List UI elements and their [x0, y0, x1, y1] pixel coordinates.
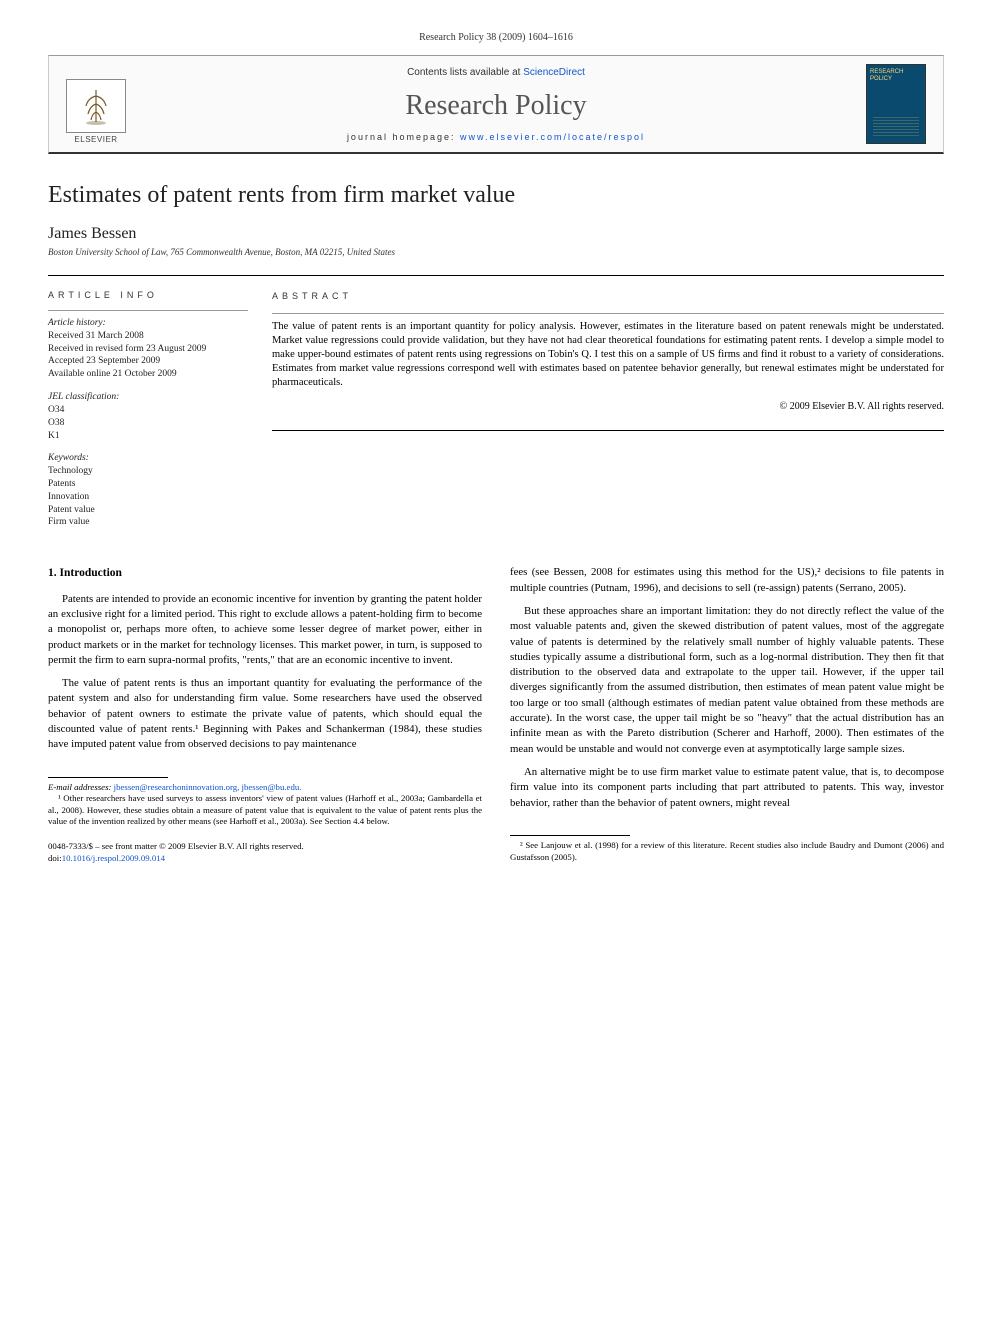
- body-paragraph: Patents are intended to provide an econo…: [48, 592, 482, 669]
- running-header: Research Policy 38 (2009) 1604–1616: [48, 32, 944, 43]
- body-paragraph: fees (see Bessen, 2008 for estimates usi…: [510, 565, 944, 596]
- elsevier-tree-icon: [66, 79, 126, 133]
- body-paragraph: The value of patent rents is thus an imp…: [48, 676, 482, 753]
- abstract-heading: ABSTRACT: [272, 290, 944, 303]
- footnote-rule: [48, 777, 168, 778]
- keyword: Firm value: [48, 516, 248, 529]
- keywords-label: Keywords:: [48, 452, 248, 465]
- article-title: Estimates of patent rents from firm mark…: [48, 182, 944, 209]
- author-name: James Bessen: [48, 225, 944, 243]
- front-matter-block: 0048-7333/$ – see front matter © 2009 El…: [48, 841, 482, 864]
- homepage-label: journal homepage:: [347, 132, 460, 142]
- banner-center: Contents lists available at ScienceDirec…: [133, 64, 859, 144]
- jel-label: JEL classification:: [48, 391, 248, 404]
- author-affiliation: Boston University School of Law, 765 Com…: [48, 247, 944, 257]
- section-title: Introduction: [60, 567, 122, 579]
- banner-right: RESEARCH POLICY: [859, 64, 933, 144]
- doi-link[interactable]: 10.1016/j.respol.2009.09.014: [62, 853, 165, 863]
- abstract-text: The value of patent rents is an importan…: [272, 313, 944, 391]
- footnote-1: ¹ Other researchers have used surveys to…: [48, 793, 482, 827]
- article-history-block: Article history: Received 31 March 2008 …: [48, 310, 248, 381]
- publisher-label: ELSEVIER: [74, 135, 117, 144]
- abstract-bottom-rule: [272, 430, 944, 431]
- section-heading: 1. Introduction: [48, 565, 482, 581]
- article-info-heading: ARTICLE INFO: [48, 290, 248, 300]
- footnote-2: ² See Lanjouw et al. (1998) for a review…: [510, 840, 944, 863]
- journal-banner: ELSEVIER Contents lists available at Sci…: [48, 55, 944, 154]
- keyword: Patents: [48, 478, 248, 491]
- journal-cover-thumbnail: RESEARCH POLICY: [866, 64, 926, 144]
- abstract-column: ABSTRACT The value of patent rents is an…: [272, 290, 944, 539]
- footnote-rule: [510, 835, 630, 836]
- history-line: Received 31 March 2008: [48, 330, 248, 343]
- body-paragraph: But these approaches share an important …: [510, 604, 944, 757]
- journal-name: Research Policy: [405, 90, 586, 122]
- keyword: Technology: [48, 465, 248, 478]
- body-column-left: 1. Introduction Patents are intended to …: [48, 565, 482, 864]
- body-paragraph: An alternative might be to use firm mark…: [510, 765, 944, 811]
- body-column-right: fees (see Bessen, 2008 for estimates usi…: [510, 565, 944, 864]
- front-matter-line: 0048-7333/$ – see front matter © 2009 El…: [48, 841, 482, 852]
- homepage-url-link[interactable]: www.elsevier.com/locate/respol: [460, 132, 645, 142]
- history-line: Accepted 23 September 2009: [48, 355, 248, 368]
- publisher-logo-block: ELSEVIER: [59, 64, 133, 144]
- abstract-copyright: © 2009 Elsevier B.V. All rights reserved…: [272, 400, 944, 414]
- contents-available-line: Contents lists available at ScienceDirec…: [407, 67, 585, 78]
- contents-prefix: Contents lists available at: [407, 67, 523, 78]
- body-two-column: 1. Introduction Patents are intended to …: [48, 565, 944, 864]
- doi-label: doi:: [48, 853, 62, 863]
- jel-code: K1: [48, 430, 248, 443]
- jel-code: O38: [48, 417, 248, 430]
- jel-code: O34: [48, 404, 248, 417]
- email-footnote: E-mail addresses: jbessen@researchoninno…: [48, 782, 482, 793]
- journal-homepage-line: journal homepage: www.elsevier.com/locat…: [347, 132, 645, 142]
- history-line: Received in revised form 23 August 2009: [48, 343, 248, 356]
- jel-block: JEL classification: O34 O38 K1: [48, 391, 248, 442]
- cover-text: RESEARCH POLICY: [870, 69, 922, 83]
- email-label: E-mail addresses:: [48, 782, 111, 792]
- email-link[interactable]: jbessen@researchoninnovation.org, jbesse…: [114, 782, 302, 792]
- keywords-block: Keywords: Technology Patents Innovation …: [48, 452, 248, 529]
- section-number: 1.: [48, 567, 57, 579]
- keyword: Innovation: [48, 491, 248, 504]
- doi-line: doi:10.1016/j.respol.2009.09.014: [48, 853, 482, 864]
- keyword: Patent value: [48, 504, 248, 517]
- sciencedirect-link[interactable]: ScienceDirect: [523, 67, 585, 78]
- history-label: Article history:: [48, 317, 248, 330]
- article-info-column: ARTICLE INFO Article history: Received 3…: [48, 290, 248, 539]
- history-line: Available online 21 October 2009: [48, 368, 248, 381]
